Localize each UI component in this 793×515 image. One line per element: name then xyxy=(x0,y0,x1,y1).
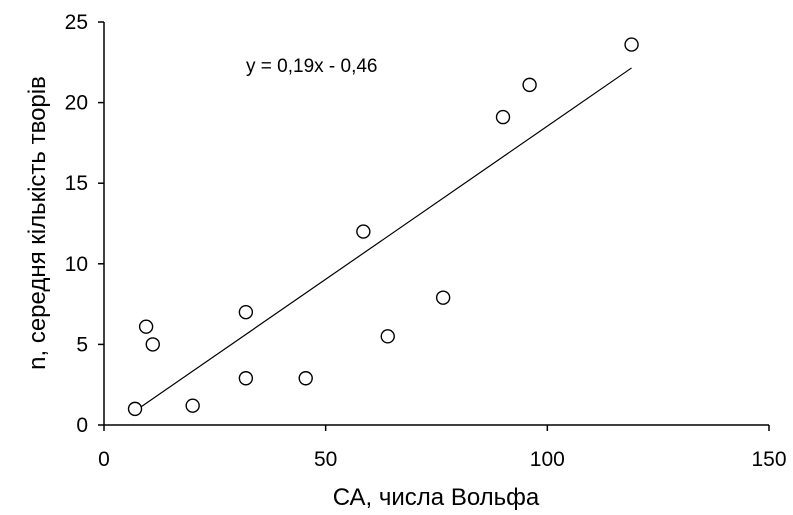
data-point xyxy=(127,401,143,417)
trendline-equation: y = 0,19x - 0,46 xyxy=(246,56,378,77)
y-tick-label: 15 xyxy=(65,172,88,195)
data-point xyxy=(380,329,395,344)
x-axis-title: СА, числа Вольфа xyxy=(333,484,540,511)
y-axis-title: n, середня кількість творів xyxy=(24,76,51,370)
data-point xyxy=(238,371,254,386)
y-tick-label: 0 xyxy=(76,414,88,437)
y-tick-label: 5 xyxy=(76,333,88,356)
x-axis-ticks: 0 50 100 150 xyxy=(98,425,787,471)
plot-area: 0 5 10 15 20 25 0 50 100 150 y = 0,19x - 0,46 xyxy=(65,11,787,471)
data-point xyxy=(238,304,254,320)
data-point xyxy=(495,109,511,125)
data-point xyxy=(356,224,371,239)
x-tick-label: 50 xyxy=(314,448,337,471)
y-axis-ticks: 0 5 10 15 20 25 xyxy=(65,11,104,437)
y-tick-label: 10 xyxy=(65,253,88,276)
data-point xyxy=(298,371,313,386)
data-point xyxy=(185,398,200,413)
data-point xyxy=(624,37,639,52)
x-tick-label: 100 xyxy=(530,448,565,471)
y-tick-label: 20 xyxy=(65,92,88,115)
trendline xyxy=(134,67,632,412)
x-tick-label: 0 xyxy=(98,448,110,471)
y-tick-label: 25 xyxy=(65,11,88,34)
data-point xyxy=(138,319,154,334)
data-point xyxy=(145,337,160,352)
data-points xyxy=(127,37,639,417)
x-tick-label: 150 xyxy=(751,448,786,471)
data-point xyxy=(435,290,451,305)
data-point xyxy=(522,77,537,93)
